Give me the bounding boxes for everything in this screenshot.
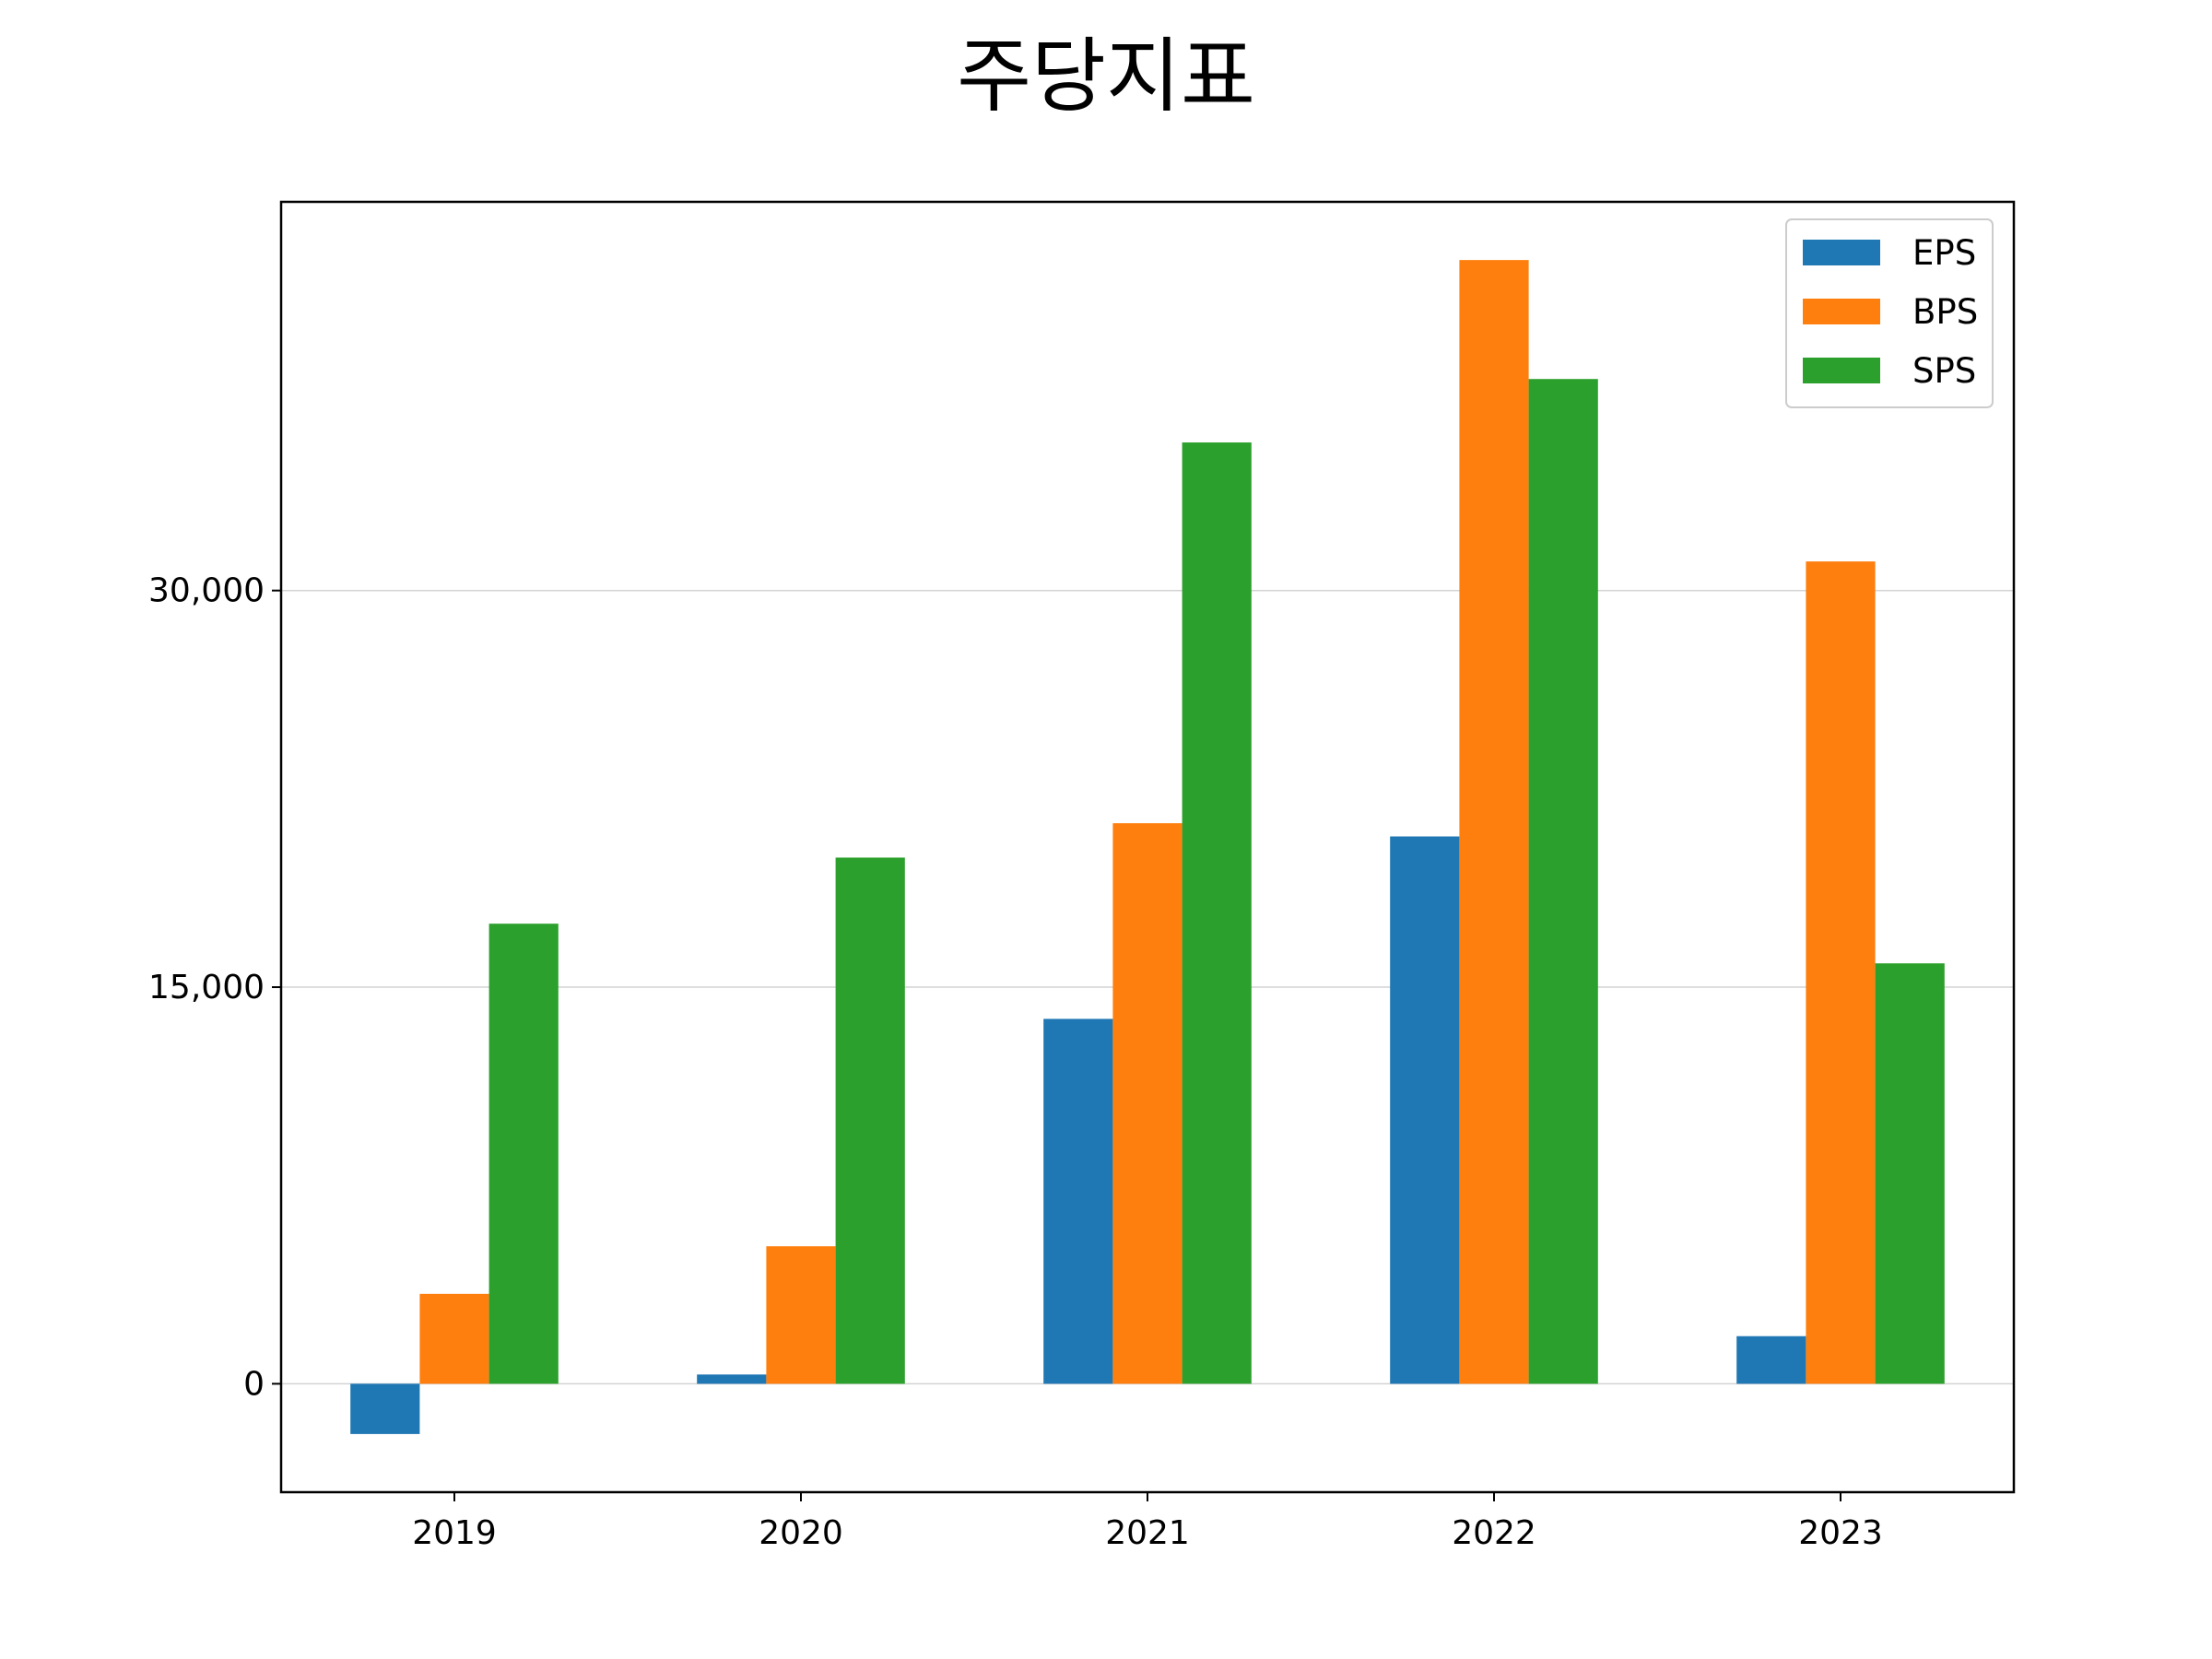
bar-eps-2021 xyxy=(1043,1018,1113,1384)
bar-eps-2022 xyxy=(1390,836,1460,1384)
legend-label-bps: BPS xyxy=(1912,292,1978,332)
bar-bps-2021 xyxy=(1112,823,1182,1384)
y-axis-ticks: 0 15,000 30,000 xyxy=(148,572,281,1403)
y-tick-label: 0 xyxy=(243,1365,265,1403)
y-tick-label: 15,000 xyxy=(148,969,265,1006)
x-tick-label: 2022 xyxy=(1452,1514,1536,1552)
legend-swatch-sps xyxy=(1803,358,1880,383)
bar-sps-2020 xyxy=(835,857,905,1384)
x-tick-label: 2023 xyxy=(1798,1514,1883,1552)
y-tick-label: 30,000 xyxy=(148,572,265,610)
legend-swatch-bps xyxy=(1803,299,1880,324)
bar-eps-2019 xyxy=(350,1383,420,1434)
bar-sps-2023 xyxy=(1875,963,1945,1384)
bar-sps-2019 xyxy=(488,924,559,1384)
bar-eps-2023 xyxy=(1736,1335,1806,1384)
bar-bps-2019 xyxy=(419,1293,489,1384)
bar-sps-2021 xyxy=(1182,442,1252,1384)
legend: EPS BPS SPS xyxy=(1785,218,1994,408)
x-axis-ticks: 2019 2020 2021 2022 2023 xyxy=(412,1492,1883,1552)
bar-sps-2022 xyxy=(1528,379,1598,1384)
bar-bps-2023 xyxy=(1806,561,1876,1384)
bar-bps-2022 xyxy=(1459,260,1529,1384)
plot-frame xyxy=(279,200,2016,1494)
x-tick-label: 2020 xyxy=(759,1514,843,1552)
chart-title: 주당지표 xyxy=(957,29,1255,124)
x-tick-label: 2019 xyxy=(412,1514,497,1552)
legend-label-sps: SPS xyxy=(1912,351,1976,391)
bars xyxy=(350,260,1945,1434)
legend-swatch-eps xyxy=(1803,240,1880,265)
bar-eps-2020 xyxy=(697,1374,767,1384)
bar-bps-2020 xyxy=(766,1246,836,1384)
x-tick-label: 2021 xyxy=(1105,1514,1190,1552)
legend-label-eps: EPS xyxy=(1912,233,1976,273)
